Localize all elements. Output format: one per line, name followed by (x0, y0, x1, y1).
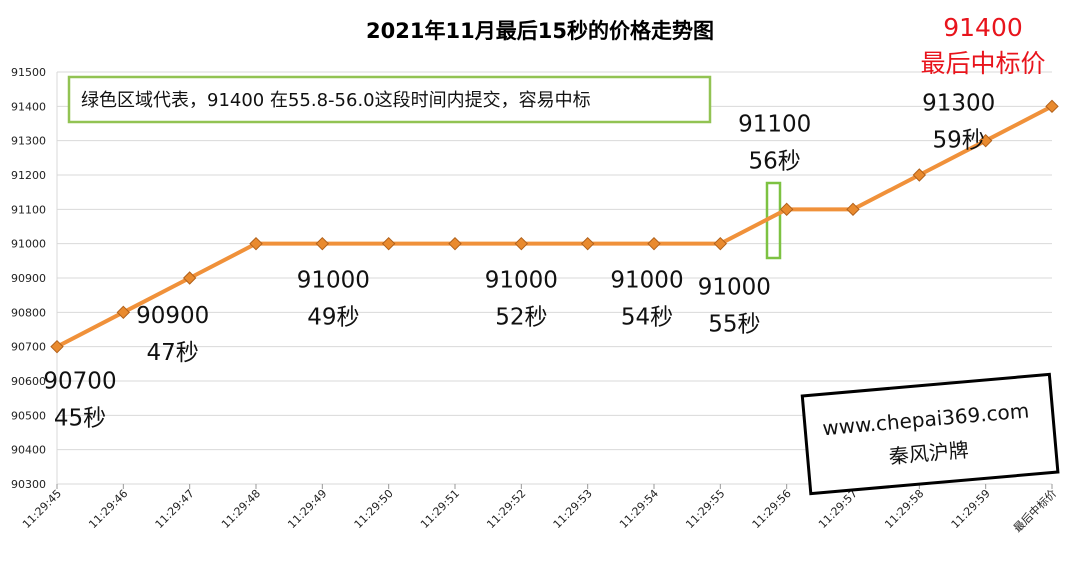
x-tick-label: 最后中标价 (1010, 486, 1059, 535)
data-point-marker (978, 133, 993, 148)
series-line (56, 104, 1053, 349)
y-tick-label: 90600 (11, 375, 46, 388)
y-tick-label: 91300 (11, 135, 46, 148)
x-tick-label: 11:29:56 (750, 487, 794, 531)
data-point-marker (116, 305, 131, 320)
data-point-marker (779, 202, 794, 217)
final-price-label: 最后中标价 (920, 49, 1045, 78)
x-axis-tick-labels: 11:29:45 11:29:46 11:29:47 11:29:48 11:29:49… (20, 486, 1059, 535)
data-label-time: 59秒 (933, 128, 985, 154)
x-tick-label: 11:29:50 (352, 487, 396, 531)
data-label-time: 54秒 (621, 305, 673, 331)
x-tick-label: 11:29:47 (153, 487, 197, 531)
x-tick-label: 11:29:51 (418, 487, 462, 531)
data-label-time: 52秒 (495, 305, 547, 331)
data-point-marker (580, 236, 595, 251)
y-tick-label: 91500 (11, 66, 46, 79)
watermark-frame (800, 372, 1060, 496)
watermark-stamp: www.chepai369.com 秦风沪牌 (800, 372, 1060, 496)
x-tick-label: 11:29:59 (949, 487, 993, 531)
data-label-price: 91300 (922, 91, 995, 117)
data-label-time: 47秒 (147, 340, 199, 366)
final-price-value: 91400 (943, 13, 1023, 42)
data-label-price: 90700 (43, 369, 116, 395)
y-tick-label: 90300 (11, 478, 46, 491)
x-tick-label: 11:29:49 (285, 487, 329, 531)
x-tick-label: 11:29:46 (86, 487, 130, 531)
data-point-marker (713, 236, 728, 251)
note-box (67, 75, 712, 124)
data-point-marker (846, 202, 860, 217)
y-tick-label: 90800 (11, 306, 46, 319)
y-tick-label: 91200 (11, 169, 46, 182)
y-tick-label: 91400 (11, 100, 46, 113)
data-markers (50, 99, 1059, 354)
data-label-price: 91000 (297, 268, 370, 294)
x-tick-label: 11:29:52 (484, 487, 528, 531)
data-point-marker (182, 271, 197, 285)
y-tick-label: 91000 (11, 238, 46, 251)
x-tick-label: 11:29:48 (219, 487, 263, 531)
x-tick-label: 11:29:45 (20, 487, 64, 531)
data-label-time: 55秒 (708, 312, 760, 338)
data-point-marker (1045, 99, 1059, 114)
data-label-price: 91000 (485, 268, 558, 294)
data-label-time: 45秒 (54, 406, 106, 432)
data-label-price: 91100 (738, 111, 811, 137)
x-tick-label: 11:29:55 (683, 487, 727, 531)
y-tick-label: 90900 (11, 272, 46, 285)
data-label-time: 49秒 (307, 305, 359, 331)
data-labels: 90700 45秒 90900 47秒 91000 49秒 91000 52秒 91000 54秒… (43, 91, 995, 432)
data-point-marker (249, 236, 263, 251)
y-axis-tick-labels: 90300 90400 90500 90600 90700 90800 90900 91000… (11, 66, 46, 491)
data-point-marker (448, 236, 462, 251)
data-label-price: 91000 (698, 275, 771, 301)
data-point-marker (50, 339, 64, 354)
data-point-marker (912, 168, 927, 182)
y-tick-label: 90500 (11, 409, 46, 422)
y-tick-label: 90700 (11, 341, 46, 354)
x-tick-label: 11:29:54 (617, 487, 661, 531)
data-point-marker (514, 236, 529, 251)
x-tick-label: 11:29:58 (882, 487, 926, 531)
data-point-marker (381, 236, 396, 251)
y-tick-label: 91100 (11, 203, 46, 216)
data-point-marker (647, 236, 661, 251)
note-text: 绿色区域代表，91400 在55.8-56.0这段时间内提交，容易中标 (81, 90, 591, 111)
data-point-marker (315, 236, 330, 251)
data-label-time: 56秒 (749, 148, 801, 174)
data-label-price: 91000 (610, 268, 683, 294)
data-label-price: 90900 (136, 303, 209, 329)
y-tick-label: 90400 (11, 444, 46, 457)
x-tick-label: 11:29:53 (551, 487, 595, 531)
chart-title: 2021年11月最后15秒的价格走势图 (366, 19, 714, 43)
